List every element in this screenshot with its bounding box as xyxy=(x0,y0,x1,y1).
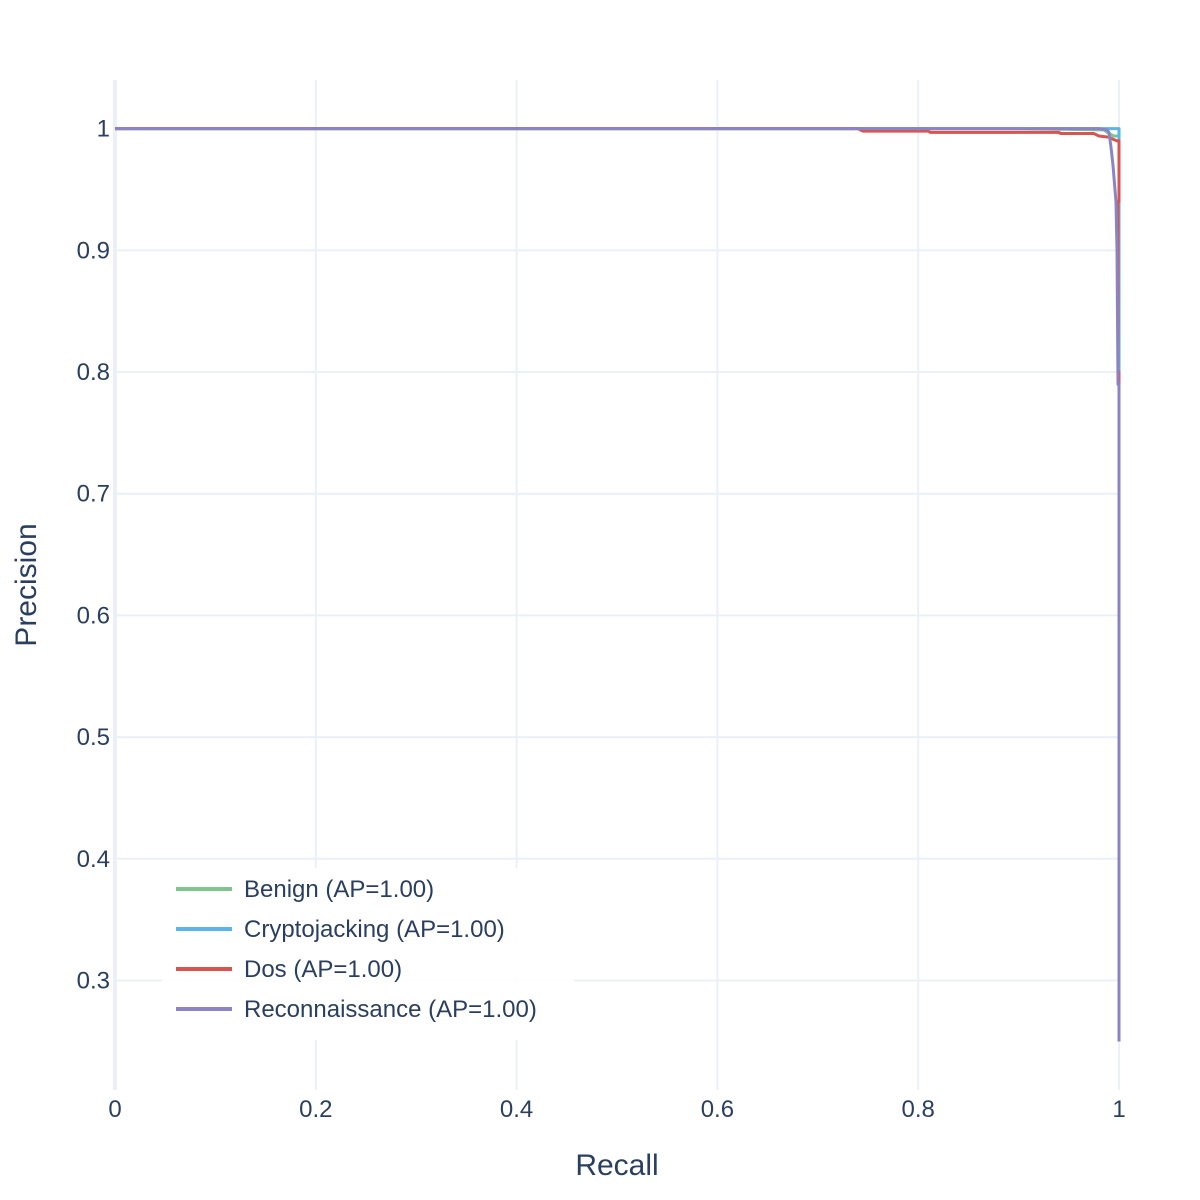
legend-label: Benign (AP=1.00) xyxy=(244,876,434,903)
legend-label: Dos (AP=1.00) xyxy=(244,956,402,983)
y-tick-label: 1 xyxy=(97,116,110,143)
legend-item[interactable]: Benign (AP=1.00) xyxy=(176,876,434,903)
series-line-reconnaissance[interactable] xyxy=(115,127,1121,1042)
y-tick-label: 0.7 xyxy=(77,481,110,508)
legend-item[interactable]: Dos (AP=1.00) xyxy=(176,956,402,983)
legend-label: Reconnaissance (AP=1.00) xyxy=(244,996,537,1023)
legend-item[interactable]: Reconnaissance (AP=1.00) xyxy=(176,996,537,1023)
x-tick-label: 0.6 xyxy=(701,1096,734,1123)
x-tick-label: 0.2 xyxy=(299,1096,332,1123)
y-tick-label: 0.4 xyxy=(77,846,110,873)
y-axis-title: Precision xyxy=(10,523,43,646)
x-tick-label: 1 xyxy=(1112,1096,1125,1123)
y-tick-label: 0.8 xyxy=(77,359,110,386)
legend-label: Cryptojacking (AP=1.00) xyxy=(244,916,505,943)
y-tick-label: 0.6 xyxy=(77,602,110,629)
x-tick-label: 0.4 xyxy=(500,1096,533,1123)
x-tick-label: 0.8 xyxy=(902,1096,935,1123)
series-layer xyxy=(115,127,1121,1042)
y-tick-label: 0.5 xyxy=(77,724,110,751)
y-tick-label: 0.9 xyxy=(77,237,110,264)
x-tick-label: 0 xyxy=(108,1096,121,1123)
x-axis-title: Recall xyxy=(575,1149,658,1182)
axis-layer: 0 0.2 0.4 0.6 0.8 1 0.3 0.4 0.5 0.6 0.7 0.8 0.9 1 xyxy=(77,116,1126,1123)
legend-item[interactable]: Cryptojacking (AP=1.00) xyxy=(176,916,505,943)
legend-background xyxy=(162,868,574,1040)
y-tick-label: 0.3 xyxy=(77,967,110,994)
legend[interactable]: Benign (AP=1.00) Cryptojacking (AP=1.00) D… xyxy=(162,868,574,1040)
